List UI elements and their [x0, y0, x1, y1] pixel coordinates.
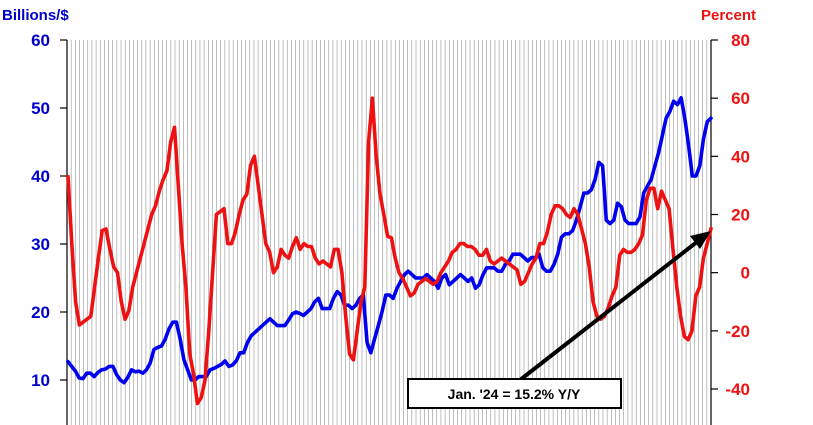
plot-axes — [66, 40, 712, 425]
left-axis-ticks: 10 20 30 40 50 60 — [31, 31, 67, 390]
left-axis-title: Billions/$ — [2, 7, 69, 24]
left-tick-label: 50 — [31, 99, 50, 118]
annotation-box — [407, 378, 622, 409]
right-tick-label: 60 — [731, 89, 750, 108]
right-axis-ticks: -40 -20 0 20 40 60 80 — [711, 31, 750, 399]
annotation-arrowhead — [690, 231, 711, 249]
annotation-arrow-line — [518, 236, 704, 382]
series-layer — [66, 96, 713, 406]
vertical-gridlines — [70, 40, 708, 425]
left-tick-label: 10 — [31, 371, 50, 390]
left-tick-label: 20 — [31, 303, 50, 322]
annotation-text: Jan. '24 = 15.2% Y/Y — [448, 386, 581, 402]
left-tick-label: 60 — [31, 31, 50, 50]
right-tick-label: -20 — [725, 322, 750, 341]
annotation: Jan. '24 = 15.2% Y/Y — [407, 231, 711, 409]
right-tick-label: 20 — [731, 206, 750, 225]
series-line-red — [66, 96, 713, 406]
left-tick-label: 40 — [31, 167, 50, 186]
right-tick-label: -40 — [725, 380, 750, 399]
right-tick-label: 0 — [741, 264, 750, 283]
left-tick-label: 30 — [31, 235, 50, 254]
right-tick-label: 40 — [731, 147, 750, 166]
right-tick-label: 80 — [731, 31, 750, 50]
series-line-blue — [66, 96, 713, 385]
right-axis-title: Percent — [701, 7, 756, 24]
